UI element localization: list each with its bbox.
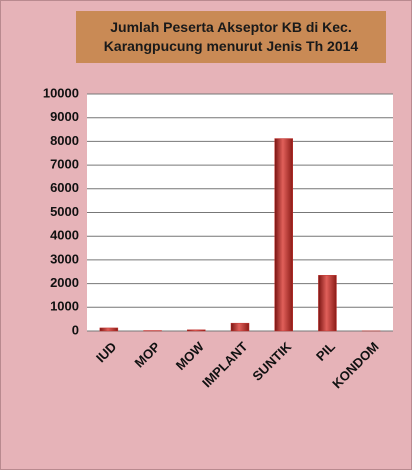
x-tick-label: PIL (313, 339, 338, 364)
y-tick-label: 2000 (50, 275, 79, 290)
y-tick-label: 6000 (50, 180, 79, 195)
bar (318, 275, 337, 332)
chart-title: Jumlah Peserta Akseptor KB di Kec. Karan… (76, 11, 386, 63)
y-tick-label: 9000 (50, 109, 79, 124)
y-tick-label: 4000 (50, 228, 79, 243)
x-tick-label: MOP (132, 339, 164, 371)
y-tick-label: 7000 (50, 157, 79, 172)
x-tick-label: IMPLANT (199, 339, 250, 390)
y-tick-label: 8000 (50, 133, 79, 148)
y-tick-label: 5000 (50, 204, 79, 219)
y-tick-label: 10000 (43, 85, 79, 100)
bar (274, 138, 293, 332)
y-tick-label: 0 (72, 322, 79, 337)
y-tick-label: 3000 (50, 251, 79, 266)
y-tick-label: 1000 (50, 299, 79, 314)
x-tick-label: IUD (93, 339, 119, 365)
bar (230, 322, 250, 332)
bar (187, 329, 206, 332)
x-tick-label: KONDOM (329, 339, 381, 391)
bar (99, 327, 119, 332)
x-tick-label: SUNTIK (249, 339, 294, 384)
x-tick-label: MOW (173, 338, 208, 373)
